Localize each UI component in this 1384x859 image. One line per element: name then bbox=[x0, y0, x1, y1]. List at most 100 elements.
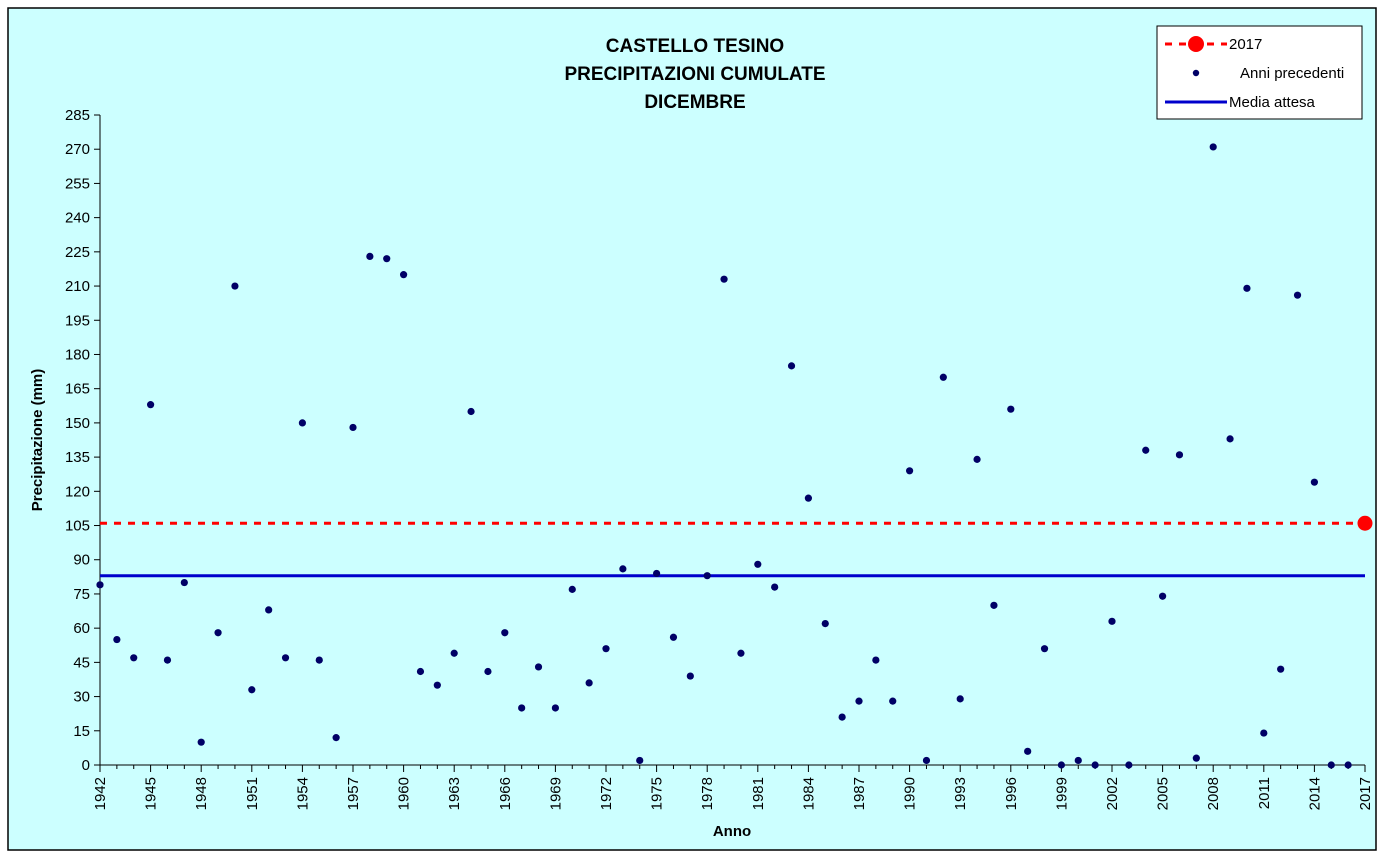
x-tick-label: 1993 bbox=[952, 777, 969, 810]
previous-year-point bbox=[147, 401, 155, 409]
y-tick-label: 45 bbox=[73, 654, 90, 671]
x-tick-label: 1984 bbox=[800, 777, 817, 810]
y-tick-label: 195 bbox=[65, 312, 90, 329]
legend-current-marker bbox=[1188, 36, 1204, 52]
previous-year-point bbox=[585, 679, 593, 687]
x-tick-label: 1957 bbox=[345, 777, 362, 810]
x-tick-label: 1942 bbox=[92, 777, 109, 810]
chart-title-line-3: DICEMBRE bbox=[644, 92, 745, 113]
previous-year-point bbox=[1310, 478, 1318, 486]
previous-year-point bbox=[1108, 617, 1116, 625]
previous-year-point bbox=[518, 704, 526, 712]
chart-area bbox=[7, 7, 1377, 851]
previous-year-point bbox=[973, 455, 981, 463]
y-tick-label: 255 bbox=[65, 175, 90, 192]
previous-year-point bbox=[349, 423, 357, 432]
previous-year-point bbox=[602, 645, 610, 653]
previous-year-point bbox=[838, 713, 846, 721]
y-axis-ticks: 0 15 30 45 60 75 90 105 120 135 150 165 180 195 210 225… bbox=[65, 107, 100, 774]
previous-year-point bbox=[855, 697, 863, 705]
x-axis-ticks: 1942 1945 1948 1951 1954 1957 1960 1963 1966 1969… bbox=[92, 765, 1374, 810]
previous-year-point bbox=[821, 619, 829, 628]
chart-title-line-1: CASTELLO TESINO bbox=[606, 36, 784, 57]
x-tick-label: 1966 bbox=[497, 777, 514, 810]
previous-year-point bbox=[383, 255, 391, 263]
x-tick-label: 2017 bbox=[1357, 777, 1374, 810]
previous-year-point bbox=[703, 572, 711, 580]
previous-year-point bbox=[1327, 761, 1335, 769]
y-tick-label: 285 bbox=[65, 107, 90, 124]
y-tick-label: 270 bbox=[65, 141, 90, 158]
y-tick-label: 120 bbox=[65, 483, 90, 500]
previous-year-point bbox=[906, 467, 914, 475]
previous-year-point bbox=[1243, 284, 1251, 292]
y-tick-label: 105 bbox=[65, 518, 90, 535]
previous-year-point bbox=[450, 649, 458, 657]
previous-year-point bbox=[1024, 747, 1032, 755]
x-tick-label: 2011 bbox=[1256, 777, 1273, 809]
x-tick-label: 1948 bbox=[193, 777, 210, 810]
previous-year-point bbox=[1125, 761, 1133, 769]
previous-year-point bbox=[400, 271, 408, 279]
previous-year-point bbox=[534, 663, 543, 671]
previous-year-point bbox=[332, 734, 340, 742]
previous-year-point bbox=[96, 581, 104, 589]
y-tick-label: 210 bbox=[65, 278, 90, 295]
x-tick-label: 2014 bbox=[1306, 777, 1323, 810]
previous-year-point bbox=[298, 419, 306, 427]
x-tick-label: 1954 bbox=[294, 777, 311, 810]
previous-year-point bbox=[1260, 729, 1268, 737]
x-tick-label: 1981 bbox=[750, 777, 767, 810]
x-tick-label: 1975 bbox=[649, 777, 666, 810]
previous-year-point bbox=[197, 738, 205, 746]
previous-year-point bbox=[636, 756, 644, 765]
x-tick-label: 1972 bbox=[598, 777, 615, 810]
previous-year-point bbox=[1175, 451, 1184, 459]
x-tick-label: 2005 bbox=[1155, 777, 1172, 810]
y-tick-label: 90 bbox=[73, 552, 90, 569]
current-year-point bbox=[1357, 515, 1373, 531]
y-tick-label: 0 bbox=[82, 757, 90, 774]
previous-year-point bbox=[787, 362, 796, 370]
x-tick-label: 1963 bbox=[446, 777, 463, 810]
previous-year-point bbox=[1091, 761, 1099, 769]
previous-year-point bbox=[1159, 592, 1167, 600]
previous-year-point bbox=[889, 697, 897, 705]
previous-year-point bbox=[619, 565, 627, 573]
previous-year-point bbox=[366, 252, 374, 261]
y-tick-label: 75 bbox=[73, 586, 90, 603]
legend-previous-marker bbox=[1192, 69, 1200, 77]
y-tick-label: 150 bbox=[65, 415, 90, 432]
previous-year-point bbox=[669, 633, 678, 641]
x-tick-label: 1999 bbox=[1053, 777, 1070, 810]
legend: 2017 Anni precedenti Media attesa bbox=[1156, 25, 1363, 120]
previous-year-point bbox=[754, 560, 762, 568]
x-tick-label: 1987 bbox=[851, 777, 868, 810]
legend-label-previous: Anni precedenti bbox=[1240, 65, 1344, 82]
previous-year-point bbox=[484, 667, 492, 676]
chart-title-line-2: PRECIPITAZIONI CUMULATE bbox=[564, 64, 825, 85]
series-layer bbox=[96, 143, 1373, 769]
legend-label-mean: Media attesa bbox=[1229, 94, 1316, 111]
previous-year-point bbox=[1226, 435, 1234, 443]
y-tick-label: 60 bbox=[73, 620, 90, 637]
previous-year-point bbox=[1293, 291, 1302, 299]
previous-year-point bbox=[1344, 761, 1352, 769]
previous-year-point bbox=[737, 649, 745, 657]
previous-year-point bbox=[1142, 446, 1150, 454]
y-tick-label: 165 bbox=[65, 381, 90, 398]
y-tick-label: 225 bbox=[65, 244, 90, 261]
x-tick-label: 1990 bbox=[902, 777, 919, 810]
previous-year-point bbox=[1057, 761, 1065, 769]
previous-year-point bbox=[720, 275, 728, 283]
y-tick-label: 240 bbox=[65, 210, 90, 227]
previous-year-point bbox=[939, 373, 947, 381]
previous-year-point bbox=[686, 672, 694, 680]
previous-year-point bbox=[315, 656, 323, 664]
previous-year-point bbox=[990, 601, 998, 609]
previous-year-point bbox=[771, 583, 779, 591]
previous-year-point bbox=[433, 681, 441, 689]
previous-year-point bbox=[113, 635, 121, 644]
